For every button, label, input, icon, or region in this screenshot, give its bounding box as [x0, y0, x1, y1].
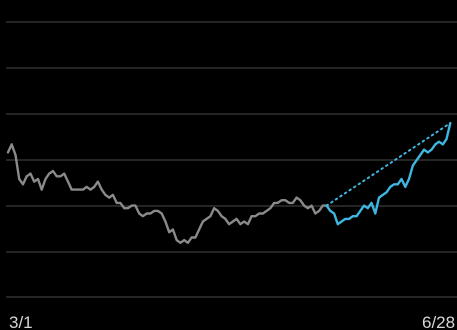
- series-line-blue: [325, 121, 452, 226]
- x-tick-label-0: 3/1: [9, 313, 33, 330]
- x-tick-label-1: 6/28: [422, 313, 455, 330]
- trend-line: [325, 122, 452, 207]
- x-tick-labels: 3/1 6/28: [9, 313, 455, 330]
- series-line-gray: [6, 143, 328, 245]
- series-group: [6, 121, 452, 245]
- grid: [6, 21, 457, 298]
